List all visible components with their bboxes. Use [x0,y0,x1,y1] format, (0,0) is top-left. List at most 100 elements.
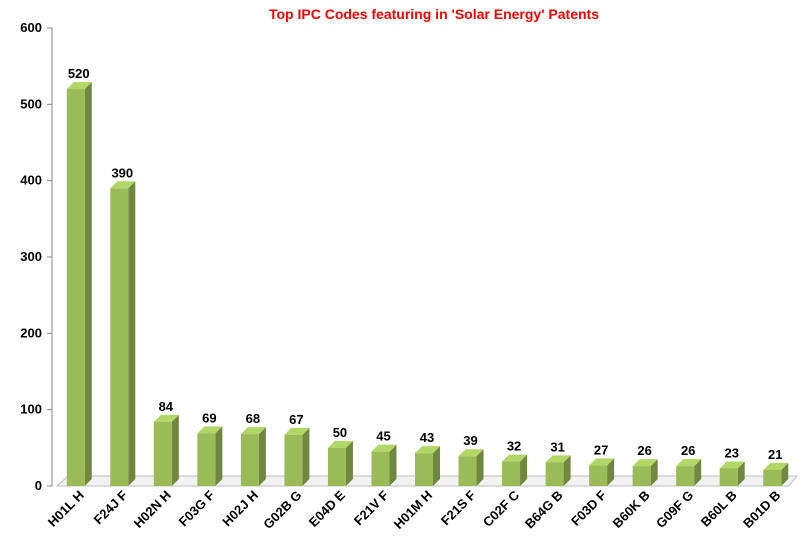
bar-top [719,461,745,469]
value-label: 32 [507,439,521,454]
bar-side [520,454,528,486]
x-tick-label: G02B G [260,488,304,532]
bar-top [458,449,484,457]
bar [589,458,615,486]
value-label: 84 [159,399,174,414]
bar [327,440,353,486]
value-label: 26 [637,443,651,458]
bar-top [197,426,223,434]
bar [676,459,702,486]
bar-top [371,444,397,452]
bar-top [763,462,789,470]
bar-side [694,459,702,486]
bar-side [84,82,92,487]
bar-side [345,440,353,486]
bar [197,426,223,486]
x-tick-label: B01D B [740,488,783,531]
bar-front [284,434,303,486]
y-tick-label: 100 [20,402,42,417]
chart-title: Top IPC Codes featuring in 'Solar Energy… [269,6,599,22]
bar-top [240,427,266,435]
x-tick-label: H01L H [45,488,87,530]
value-label: 390 [111,165,133,180]
value-label: 45 [376,429,390,444]
bar-front [415,453,433,486]
bar [284,427,310,486]
bar-front [589,465,608,486]
value-label: 21 [768,447,782,462]
bar [545,455,571,486]
bar-top [502,454,528,462]
value-label: 39 [463,433,477,448]
x-tick-label: B64G B [522,488,566,532]
bar-front [545,462,564,486]
value-label: 67 [289,412,303,427]
bar-side [302,427,310,486]
x-tick-label: E04D E [306,487,349,530]
bar-side [650,459,658,486]
bar-side [258,427,266,486]
bar-side [433,446,440,486]
bar [153,414,179,486]
bar-top [284,427,310,435]
x-tick-label: F21S F [438,487,479,528]
bar-side [171,414,179,486]
bar [415,446,440,486]
x-tick-label: H02J H [219,488,261,530]
bar-front [197,433,216,486]
x-tick-label: C02F C [480,487,523,530]
bar-top [153,414,179,422]
bar-side [215,426,223,486]
bar-front [110,188,129,487]
bar-side [607,458,615,486]
value-label: 69 [202,410,216,425]
value-label: 26 [681,443,695,458]
bar-top [676,459,702,467]
bar-side [389,444,397,486]
bar-side [476,449,484,486]
x-tick-label: G09F G [653,488,696,531]
bar-top [66,82,92,90]
value-label: 31 [550,439,564,454]
bar-front [502,461,521,486]
x-tick-label: B60L B [698,488,740,530]
bar-top [632,459,658,467]
x-tick-label: F03G F [176,487,218,529]
bar [66,82,92,487]
value-label: 43 [420,430,434,445]
bar [763,462,789,486]
bar [371,444,397,486]
bar-front [632,466,651,486]
y-tick-label: 200 [20,325,42,340]
bar-front [719,468,738,486]
bar-front [763,469,782,486]
x-tick-label: F24J F [91,487,131,527]
bar-top [110,181,136,189]
bar-side [128,181,136,487]
bar-front [66,89,85,487]
bar [458,449,484,486]
y-tick-label: 500 [20,96,42,111]
value-label: 27 [594,442,608,457]
x-tick-label: H01M H [391,488,435,532]
bar [110,181,136,487]
bar-front [676,466,695,486]
x-tick-label: F03D F [568,487,609,528]
bar-top [327,440,353,448]
x-tick-label: H02N H [131,488,174,531]
bar-front [458,456,477,486]
value-label: 23 [724,445,738,460]
bar-top [415,446,440,454]
bar-front [327,447,346,486]
y-tick-label: 600 [20,20,42,35]
bar [719,461,745,486]
bar-side [781,462,789,486]
bar [632,459,658,486]
value-label: 50 [333,425,347,440]
bar-side [737,461,745,486]
x-tick-label: B60K B [609,488,652,531]
x-tick-label: F21V F [351,487,392,528]
bar-front [371,451,390,486]
bar [502,454,528,486]
value-label: 520 [68,66,90,81]
